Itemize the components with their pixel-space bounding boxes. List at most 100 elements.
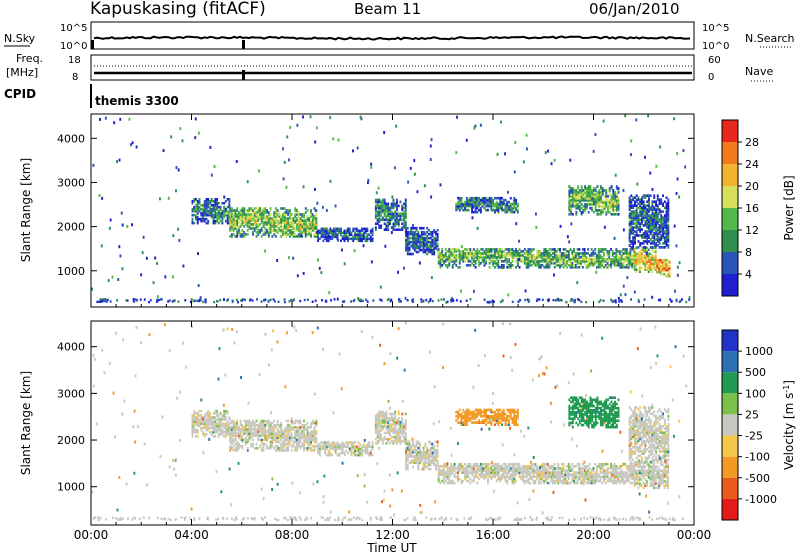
data-cell <box>262 225 265 228</box>
data-cell <box>550 162 553 166</box>
data-cell <box>436 442 439 446</box>
data-cell <box>448 473 451 476</box>
data-cell <box>515 248 517 251</box>
data-cell <box>243 217 246 220</box>
data-cell <box>597 264 600 267</box>
data-cell <box>290 438 293 442</box>
data-cell <box>433 457 436 460</box>
data-cell <box>214 424 217 428</box>
data-cell <box>508 266 510 269</box>
data-cell <box>455 258 458 261</box>
data-cell <box>378 435 381 439</box>
data-cell <box>527 258 530 261</box>
data-cell <box>655 234 657 237</box>
data-cell <box>509 262 512 265</box>
data-cell <box>311 217 314 220</box>
data-cell <box>341 443 344 446</box>
data-cell <box>485 200 488 204</box>
data-cell <box>410 444 413 448</box>
data-cell <box>653 218 656 221</box>
data-cell <box>651 262 654 265</box>
data-cell <box>239 436 242 440</box>
data-cell <box>546 258 549 261</box>
data-cell <box>569 258 572 261</box>
data-cell <box>426 448 429 452</box>
data-cell <box>642 214 645 217</box>
data-cell <box>576 254 579 257</box>
data-cell <box>624 266 627 269</box>
data-cell <box>622 262 625 265</box>
data-cell <box>267 217 270 220</box>
data-cell <box>536 264 539 267</box>
data-cell <box>399 228 402 231</box>
data-cell <box>628 236 631 239</box>
data-cell <box>385 210 388 214</box>
data-cell <box>241 233 244 236</box>
data-cell <box>629 258 632 261</box>
data-cell <box>232 213 235 216</box>
data-cell <box>296 123 299 127</box>
data-cell <box>296 227 298 230</box>
data-cell <box>390 212 393 216</box>
data-cell <box>380 433 383 437</box>
data-cell <box>378 208 381 212</box>
data-cell <box>469 254 472 257</box>
data-cell <box>288 256 290 260</box>
data-cell <box>620 260 623 263</box>
data-cell <box>267 215 270 218</box>
data-cell <box>401 206 404 210</box>
data-cell <box>649 260 652 264</box>
data-cell <box>212 416 215 419</box>
data-cell <box>593 201 595 204</box>
data-cell <box>226 205 229 209</box>
data-cell <box>370 165 373 169</box>
data-cell <box>536 252 539 255</box>
data-cell <box>230 225 233 228</box>
data-cell <box>245 428 247 431</box>
data-cell <box>239 215 242 218</box>
data-cell <box>282 227 284 230</box>
data-cell <box>294 421 297 425</box>
data-cell <box>390 419 393 422</box>
data-cell <box>413 457 416 460</box>
data-cell <box>285 434 288 437</box>
data-cell <box>283 233 286 236</box>
data-cell <box>478 258 481 261</box>
data-cell <box>194 117 197 121</box>
data-cell <box>547 299 550 303</box>
data-cell <box>406 455 409 458</box>
data-cell <box>481 254 484 257</box>
data-cell <box>494 248 496 251</box>
data-cell <box>380 427 383 430</box>
data-cell <box>350 300 352 303</box>
data-cell <box>313 215 316 218</box>
data-cell <box>271 436 274 440</box>
data-cell <box>315 444 318 448</box>
data-cell <box>274 231 277 234</box>
data-cell <box>390 435 393 439</box>
data-cell <box>651 200 654 203</box>
data-cell <box>234 225 237 228</box>
data-cell <box>259 217 261 220</box>
data-cell <box>596 266 598 269</box>
data-cell <box>264 221 267 224</box>
data-cell <box>614 203 616 206</box>
data-cell <box>334 235 337 239</box>
data-cell <box>399 425 402 428</box>
data-cell <box>303 440 305 444</box>
data-cell <box>274 219 277 222</box>
data-cell <box>239 231 242 234</box>
data-cell <box>386 298 389 302</box>
data-cell <box>331 443 334 446</box>
data-cell <box>297 233 300 236</box>
data-cell <box>548 258 551 261</box>
data-cell <box>575 189 578 192</box>
data-cell <box>214 198 217 201</box>
data-cell <box>376 206 379 210</box>
data-cell <box>234 421 237 425</box>
data-cell <box>304 231 307 234</box>
data-cell <box>651 224 654 227</box>
data-cell <box>234 438 237 442</box>
data-cell <box>408 444 411 448</box>
data-cell <box>399 440 402 443</box>
